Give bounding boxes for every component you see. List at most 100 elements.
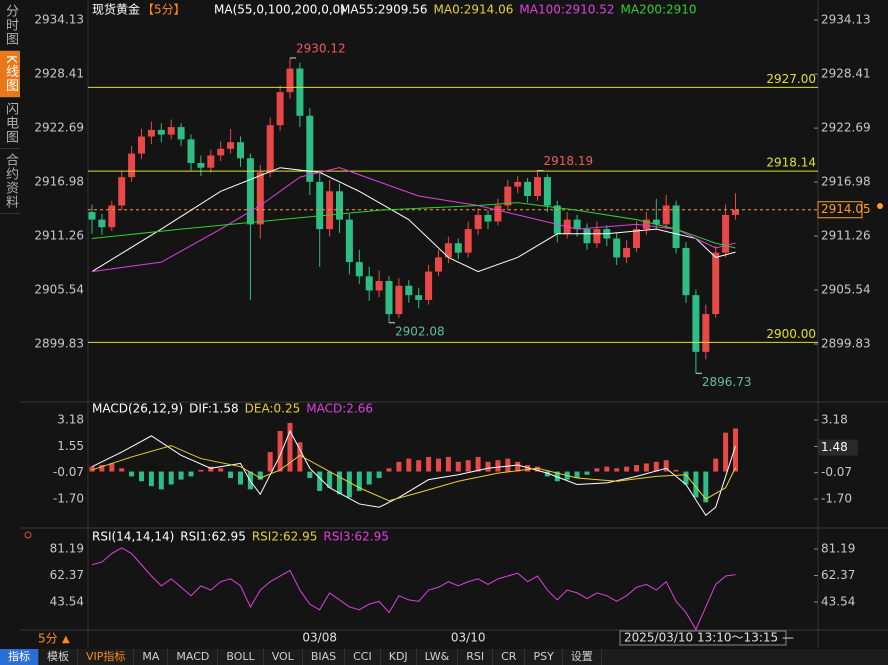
toolbar-button[interactable]: CR <box>493 649 526 665</box>
candle-body <box>138 136 145 154</box>
y-tick-label: 2911.26 <box>34 229 84 243</box>
toolbar-button[interactable]: 指标 <box>0 649 39 665</box>
extreme-label: 2902.08 <box>395 324 445 338</box>
toolbar-button[interactable]: LW& <box>417 649 459 665</box>
y-tick-label: -0.07 <box>53 465 84 479</box>
y-tick-label-right: 2899.83 <box>821 337 871 351</box>
y-tick-label-right: 2934.13 <box>821 13 871 27</box>
candle-body <box>98 219 106 228</box>
toolbar-button[interactable]: MA <box>134 649 169 665</box>
candle-body <box>642 219 650 230</box>
period-arrow[interactable]: ▲ <box>62 634 70 645</box>
legend-entry: MA55:2909.56 <box>340 3 428 17</box>
legend-entry: RSI2:62.95 <box>252 530 318 544</box>
candle-body <box>583 229 591 244</box>
settings-icon[interactable] <box>24 531 32 539</box>
y-tick-label-right: 43.54 <box>821 594 855 608</box>
macd-bar <box>584 471 590 475</box>
candle-body <box>306 115 314 182</box>
candle-body <box>435 257 442 272</box>
y-tick-label: 81.19 <box>50 542 84 556</box>
macd-bar <box>218 468 224 472</box>
toolbar-button[interactable]: RSI <box>458 649 494 665</box>
macd-bar <box>693 471 699 498</box>
macd-bar <box>445 456 451 472</box>
toolbar-button[interactable]: KDJ <box>381 649 417 665</box>
macd-bar <box>297 442 303 472</box>
price-dot <box>877 203 883 209</box>
toolbar: 指标 模板 VIP指标 MA MACD BOLL VOL BIAS CCI KDJ LW& RSI CR… <box>0 649 888 665</box>
y-tick-label-right: 2905.54 <box>821 283 871 297</box>
level-label: 2927.00 <box>766 72 816 86</box>
macd-bar <box>475 456 481 472</box>
toolbar-button[interactable]: VIP指标 <box>78 649 135 665</box>
sidebar-tab[interactable]: K线图 <box>0 51 20 98</box>
candle-body <box>266 125 274 173</box>
candle-body <box>444 243 452 258</box>
candle-body <box>623 247 631 258</box>
macd-bar <box>188 471 194 477</box>
macd-bar <box>713 458 719 472</box>
period-label[interactable]: 5分 <box>38 632 58 646</box>
y-tick-label: 2934.13 <box>34 13 84 27</box>
sidebar: 分时图 K线图 闪电图 合约资料 <box>0 0 20 214</box>
macd-bar <box>366 471 372 485</box>
extreme-label: 2918.19 <box>544 154 594 168</box>
legend-entry: DIF:1.58 <box>189 402 239 416</box>
legend-entry: MACD:2.66 <box>306 402 373 416</box>
macd-bar <box>525 465 531 472</box>
toolbar-button[interactable]: CCI <box>345 649 381 665</box>
toolbar-button[interactable]: 模板 <box>39 649 78 665</box>
candle-body <box>494 205 502 222</box>
toolbar-button[interactable]: VOL <box>264 649 303 665</box>
macd-bar <box>703 471 709 503</box>
candle-body <box>454 243 462 253</box>
candle-body <box>543 177 551 206</box>
y-tick-label-right: 2916.98 <box>821 175 871 189</box>
candle-body <box>157 129 165 135</box>
macd-bar <box>653 461 659 472</box>
candle-body <box>573 219 581 230</box>
macd-bar <box>544 471 550 477</box>
macd-bar <box>554 471 560 482</box>
macd-bar <box>287 422 293 472</box>
indicator-line <box>91 445 736 502</box>
y-tick-label: 2899.83 <box>34 337 84 351</box>
x-tick-label: 03/10 <box>451 631 486 645</box>
macd-bar <box>317 471 323 491</box>
candle-body <box>484 214 492 222</box>
legend-entry: MA100:2910.52 <box>519 3 614 17</box>
legend-entry: RSI1:62.95 <box>180 530 246 544</box>
last-price-label: 2914.05 <box>821 202 871 216</box>
candle-body <box>177 127 185 140</box>
candle-body <box>652 219 660 225</box>
candle-body <box>662 205 670 225</box>
macd-bar <box>604 466 610 472</box>
macd-bar <box>307 471 313 479</box>
macd-bar <box>663 460 669 472</box>
macd-bar <box>386 468 392 472</box>
candle-body <box>395 285 403 315</box>
period-tag: 【5分】 <box>142 3 186 17</box>
sidebar-tab[interactable]: 合约资料 <box>0 149 20 214</box>
sidebar-tab[interactable]: 分时图 <box>0 0 20 51</box>
toolbar-button[interactable]: PSY <box>525 649 563 665</box>
macd-bar <box>634 465 639 472</box>
macd-bar <box>139 471 144 482</box>
macd-bar <box>346 471 352 498</box>
macd-bar <box>455 461 461 472</box>
macd-bar <box>426 456 432 472</box>
sidebar-tab[interactable]: 闪电图 <box>0 98 20 149</box>
toolbar-button[interactable]: BOLL <box>218 649 264 665</box>
candle-body <box>672 205 680 248</box>
toolbar-button[interactable]: MACD <box>168 649 219 665</box>
candle-body <box>702 314 710 352</box>
macd-bar <box>129 471 135 477</box>
candle-body <box>534 177 541 197</box>
toolbar-button[interactable]: BIAS <box>303 649 346 665</box>
macd-bar <box>465 460 471 472</box>
macd-bar <box>673 469 679 472</box>
y-tick-label: 2922.69 <box>34 121 84 135</box>
toolbar-button[interactable]: 设置 <box>563 649 602 665</box>
macd-bar <box>495 460 501 472</box>
